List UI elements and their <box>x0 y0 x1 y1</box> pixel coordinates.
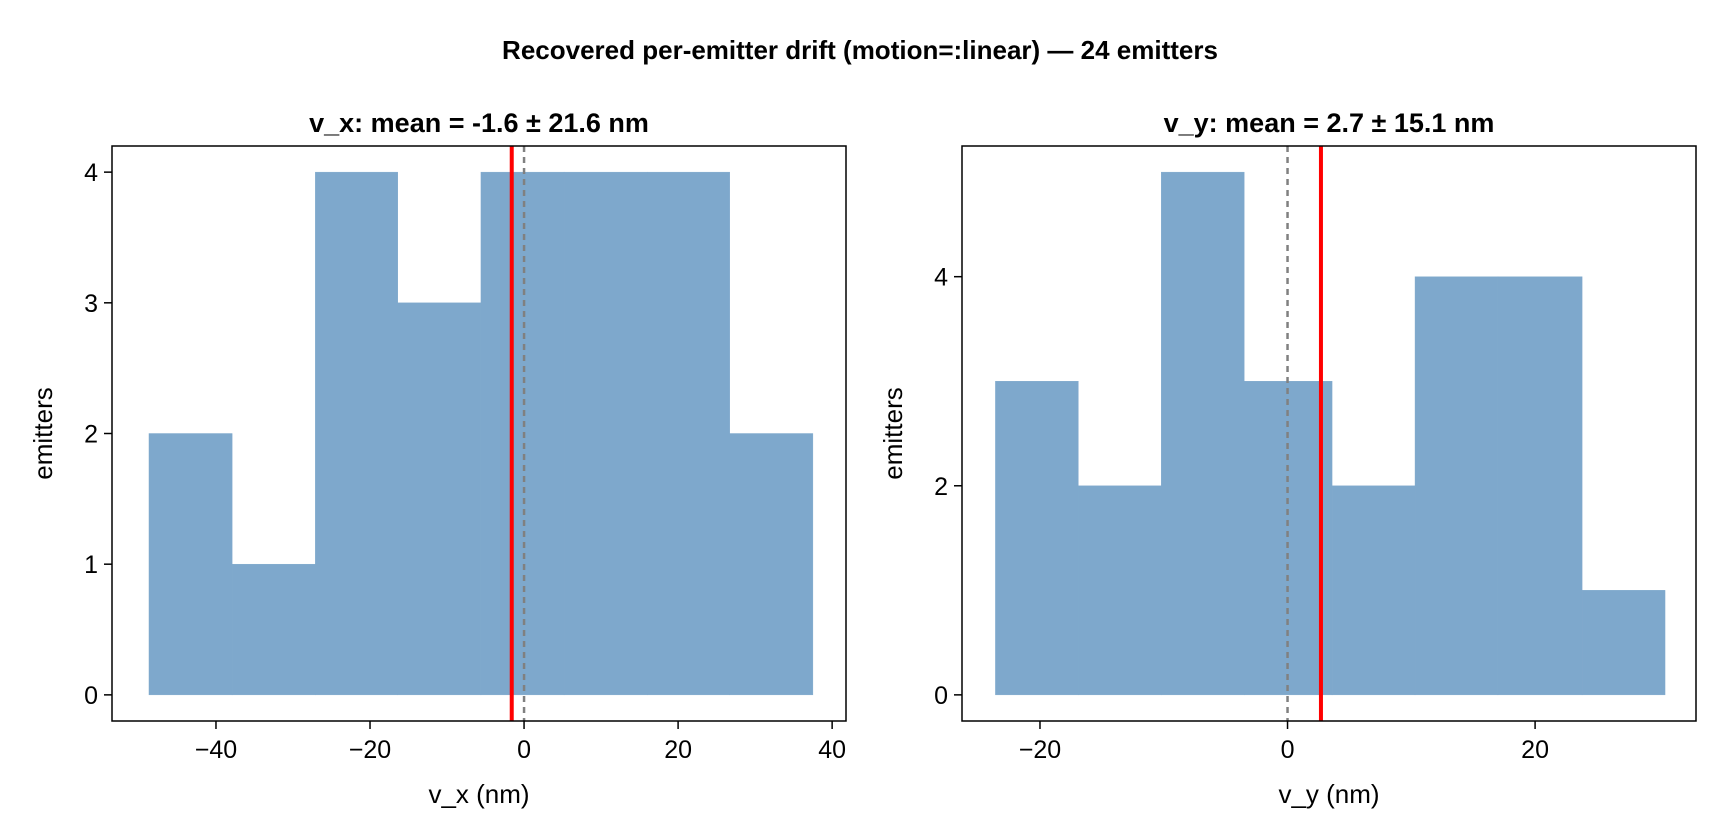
x-axis-label: v_y (nm) <box>1278 779 1379 809</box>
y-tick-label: 0 <box>934 682 948 710</box>
histogram-bar <box>1414 276 1499 696</box>
y-tick-label: 2 <box>934 473 948 501</box>
y-tick-label: 4 <box>84 159 98 187</box>
x-tick-label: −20 <box>349 736 391 764</box>
y-tick-label: 4 <box>934 264 948 292</box>
panel-1: −40 −20 0 20 40 0 1 2 3 4 v_x: mean = -1.6 ± 21.6 … <box>28 108 847 809</box>
y-tick-label: 1 <box>84 551 98 579</box>
panel-title: v_x: mean = -1.6 ± 21.6 nm <box>309 108 649 138</box>
y-axis-label: emitters <box>28 387 58 479</box>
histogram-bar <box>1244 381 1333 696</box>
x-axis-label: v_x (nm) <box>428 779 529 809</box>
x-tick-label: 20 <box>1521 736 1549 764</box>
histogram-bar <box>1161 171 1245 696</box>
figure-title: Recovered per-emitter drift (motion=:lin… <box>502 35 1218 65</box>
histogram-bar <box>397 302 482 696</box>
x-tick-label: 0 <box>517 736 531 764</box>
histogram-bar <box>480 171 565 696</box>
histogram-bar <box>1581 590 1666 696</box>
histogram-bar <box>729 433 814 696</box>
histogram-bar <box>231 563 316 696</box>
histogram-bar <box>1497 276 1583 696</box>
histogram-bar <box>563 171 648 696</box>
histogram-bar <box>148 433 233 696</box>
y-tick-label: 3 <box>84 290 98 318</box>
axes-frame <box>961 145 1697 722</box>
y-axis-label: emitters <box>878 387 908 479</box>
histogram-bar <box>647 171 730 696</box>
x-tick-label: 20 <box>664 736 692 764</box>
x-tick-label: −40 <box>195 736 237 764</box>
histogram-bar <box>315 171 398 696</box>
histogram-bar <box>1331 485 1416 696</box>
y-tick-label: 2 <box>84 421 98 449</box>
y-tick-label: 0 <box>84 682 98 710</box>
x-tick-label: −20 <box>1019 736 1061 764</box>
panel-title: v_y: mean = 2.7 ± 15.1 nm <box>1164 108 1495 138</box>
histogram-bar <box>995 381 1079 696</box>
panel-2: −20 0 20 0 2 4 v_y: mean = 2.7 ± 15.1 nm v_y (n… <box>878 108 1697 809</box>
histogram-bar <box>1078 485 1162 696</box>
x-tick-label: 40 <box>818 736 846 764</box>
x-tick-label: 0 <box>1281 736 1295 764</box>
